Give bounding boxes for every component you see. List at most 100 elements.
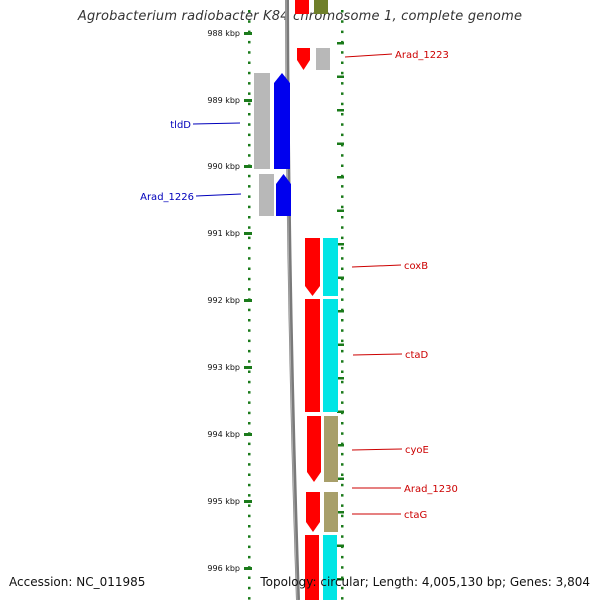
minor-tick <box>248 442 251 446</box>
callout-line <box>344 53 393 58</box>
ruler-label: 990 kbp <box>207 162 240 171</box>
minor-tick <box>248 504 251 507</box>
red-gene-arrow <box>306 492 320 532</box>
minor-tick <box>341 113 344 116</box>
map-title: Agrobacterium radiobacter K84 chromosome… <box>77 9 523 24</box>
major-tick <box>244 433 252 436</box>
minor-tick <box>248 82 251 85</box>
minor-tick <box>341 123 344 126</box>
major-tick <box>244 32 252 35</box>
ruler-label: 991 kbp <box>207 229 240 238</box>
red-gene-arrow <box>307 416 321 482</box>
minor-tick <box>248 463 251 466</box>
minor-tick <box>248 494 251 497</box>
minor-tick <box>341 514 344 518</box>
minor-tick <box>341 154 344 157</box>
minor-tick <box>341 525 344 528</box>
medium-tick <box>337 544 344 547</box>
medium-tick <box>337 310 344 313</box>
left-minor-ticks <box>248 10 251 600</box>
minor-tick <box>248 195 251 198</box>
minor-tick <box>248 257 251 260</box>
minor-tick <box>341 494 344 497</box>
callout-line <box>351 264 402 268</box>
cyan-gene-block <box>323 299 338 412</box>
medium-tick <box>337 209 344 212</box>
cyan-gene-block <box>323 535 337 600</box>
gray-gene-block <box>316 48 330 70</box>
genome-summary-text: Topology: circular; Length: 4,005,130 bp… <box>260 575 590 589</box>
ruler-label: 993 kbp <box>207 363 240 372</box>
minor-tick <box>341 597 344 600</box>
minor-tick <box>248 10 251 13</box>
minor-tick <box>248 40 251 44</box>
minor-tick <box>341 319 344 322</box>
minor-tick <box>341 51 344 54</box>
minor-tick <box>248 216 251 219</box>
minor-tick <box>248 205 251 209</box>
minor-tick <box>341 246 344 250</box>
minor-tick <box>248 483 251 487</box>
minor-tick <box>341 288 344 291</box>
minor-tick <box>248 113 251 116</box>
minor-tick <box>248 246 251 250</box>
minor-tick <box>341 380 344 384</box>
medium-tick <box>337 578 344 581</box>
minor-tick <box>248 20 251 23</box>
minor-tick <box>248 391 251 394</box>
accession-text: Accession: NC_011985 <box>9 575 146 589</box>
minor-tick <box>341 102 344 106</box>
ruler-label: 995 kbp <box>207 497 240 506</box>
gene-label: ctaG <box>404 510 427 521</box>
gene-label: cyoE <box>405 445 429 456</box>
minor-tick <box>248 452 251 456</box>
gene-label: coxB <box>404 261 428 272</box>
minor-tick <box>341 164 344 167</box>
callout-line <box>351 448 403 451</box>
minor-tick <box>341 586 344 590</box>
minor-tick <box>248 525 251 528</box>
minor-tick <box>248 288 251 291</box>
medium-tick <box>337 243 344 246</box>
minor-tick <box>248 61 251 64</box>
minor-tick <box>341 360 344 363</box>
minor-tick <box>248 174 251 178</box>
minor-tick <box>341 473 344 476</box>
callout-line <box>195 193 242 197</box>
gene-label: ctaD <box>405 350 429 361</box>
olive-gene-block <box>324 492 338 532</box>
minor-tick <box>341 61 344 64</box>
ruler-label: 996 kbp <box>207 564 240 573</box>
minor-tick <box>341 442 344 446</box>
minor-tick <box>341 10 344 13</box>
minor-tick <box>341 30 344 34</box>
medium-tick <box>337 444 344 447</box>
medium-tick <box>337 109 344 112</box>
minor-tick <box>248 370 251 373</box>
medium-tick <box>337 276 344 279</box>
blue-gene-arrow <box>276 174 291 216</box>
olive-gene-block <box>314 0 328 14</box>
gene-label: Arad_1230 <box>404 484 458 495</box>
minor-tick <box>248 329 251 332</box>
minor-tick <box>248 226 251 229</box>
red-gene-arrow <box>305 238 320 296</box>
minor-tick <box>248 308 251 312</box>
red-gene-arrow <box>297 48 310 70</box>
minor-tick <box>248 133 251 137</box>
minor-tick <box>341 349 344 353</box>
minor-tick <box>341 339 344 343</box>
minor-tick <box>341 308 344 312</box>
minor-tick <box>248 30 251 34</box>
minor-tick <box>248 154 251 157</box>
minor-tick <box>248 185 251 188</box>
medium-tick <box>337 343 344 346</box>
minor-tick <box>248 411 251 415</box>
callout-line <box>352 353 403 356</box>
minor-tick <box>248 92 251 95</box>
cyan-gene-block <box>323 238 338 296</box>
minor-tick <box>248 102 251 106</box>
minor-tick <box>341 205 344 209</box>
minor-tick <box>341 422 344 425</box>
minor-tick <box>248 360 251 363</box>
